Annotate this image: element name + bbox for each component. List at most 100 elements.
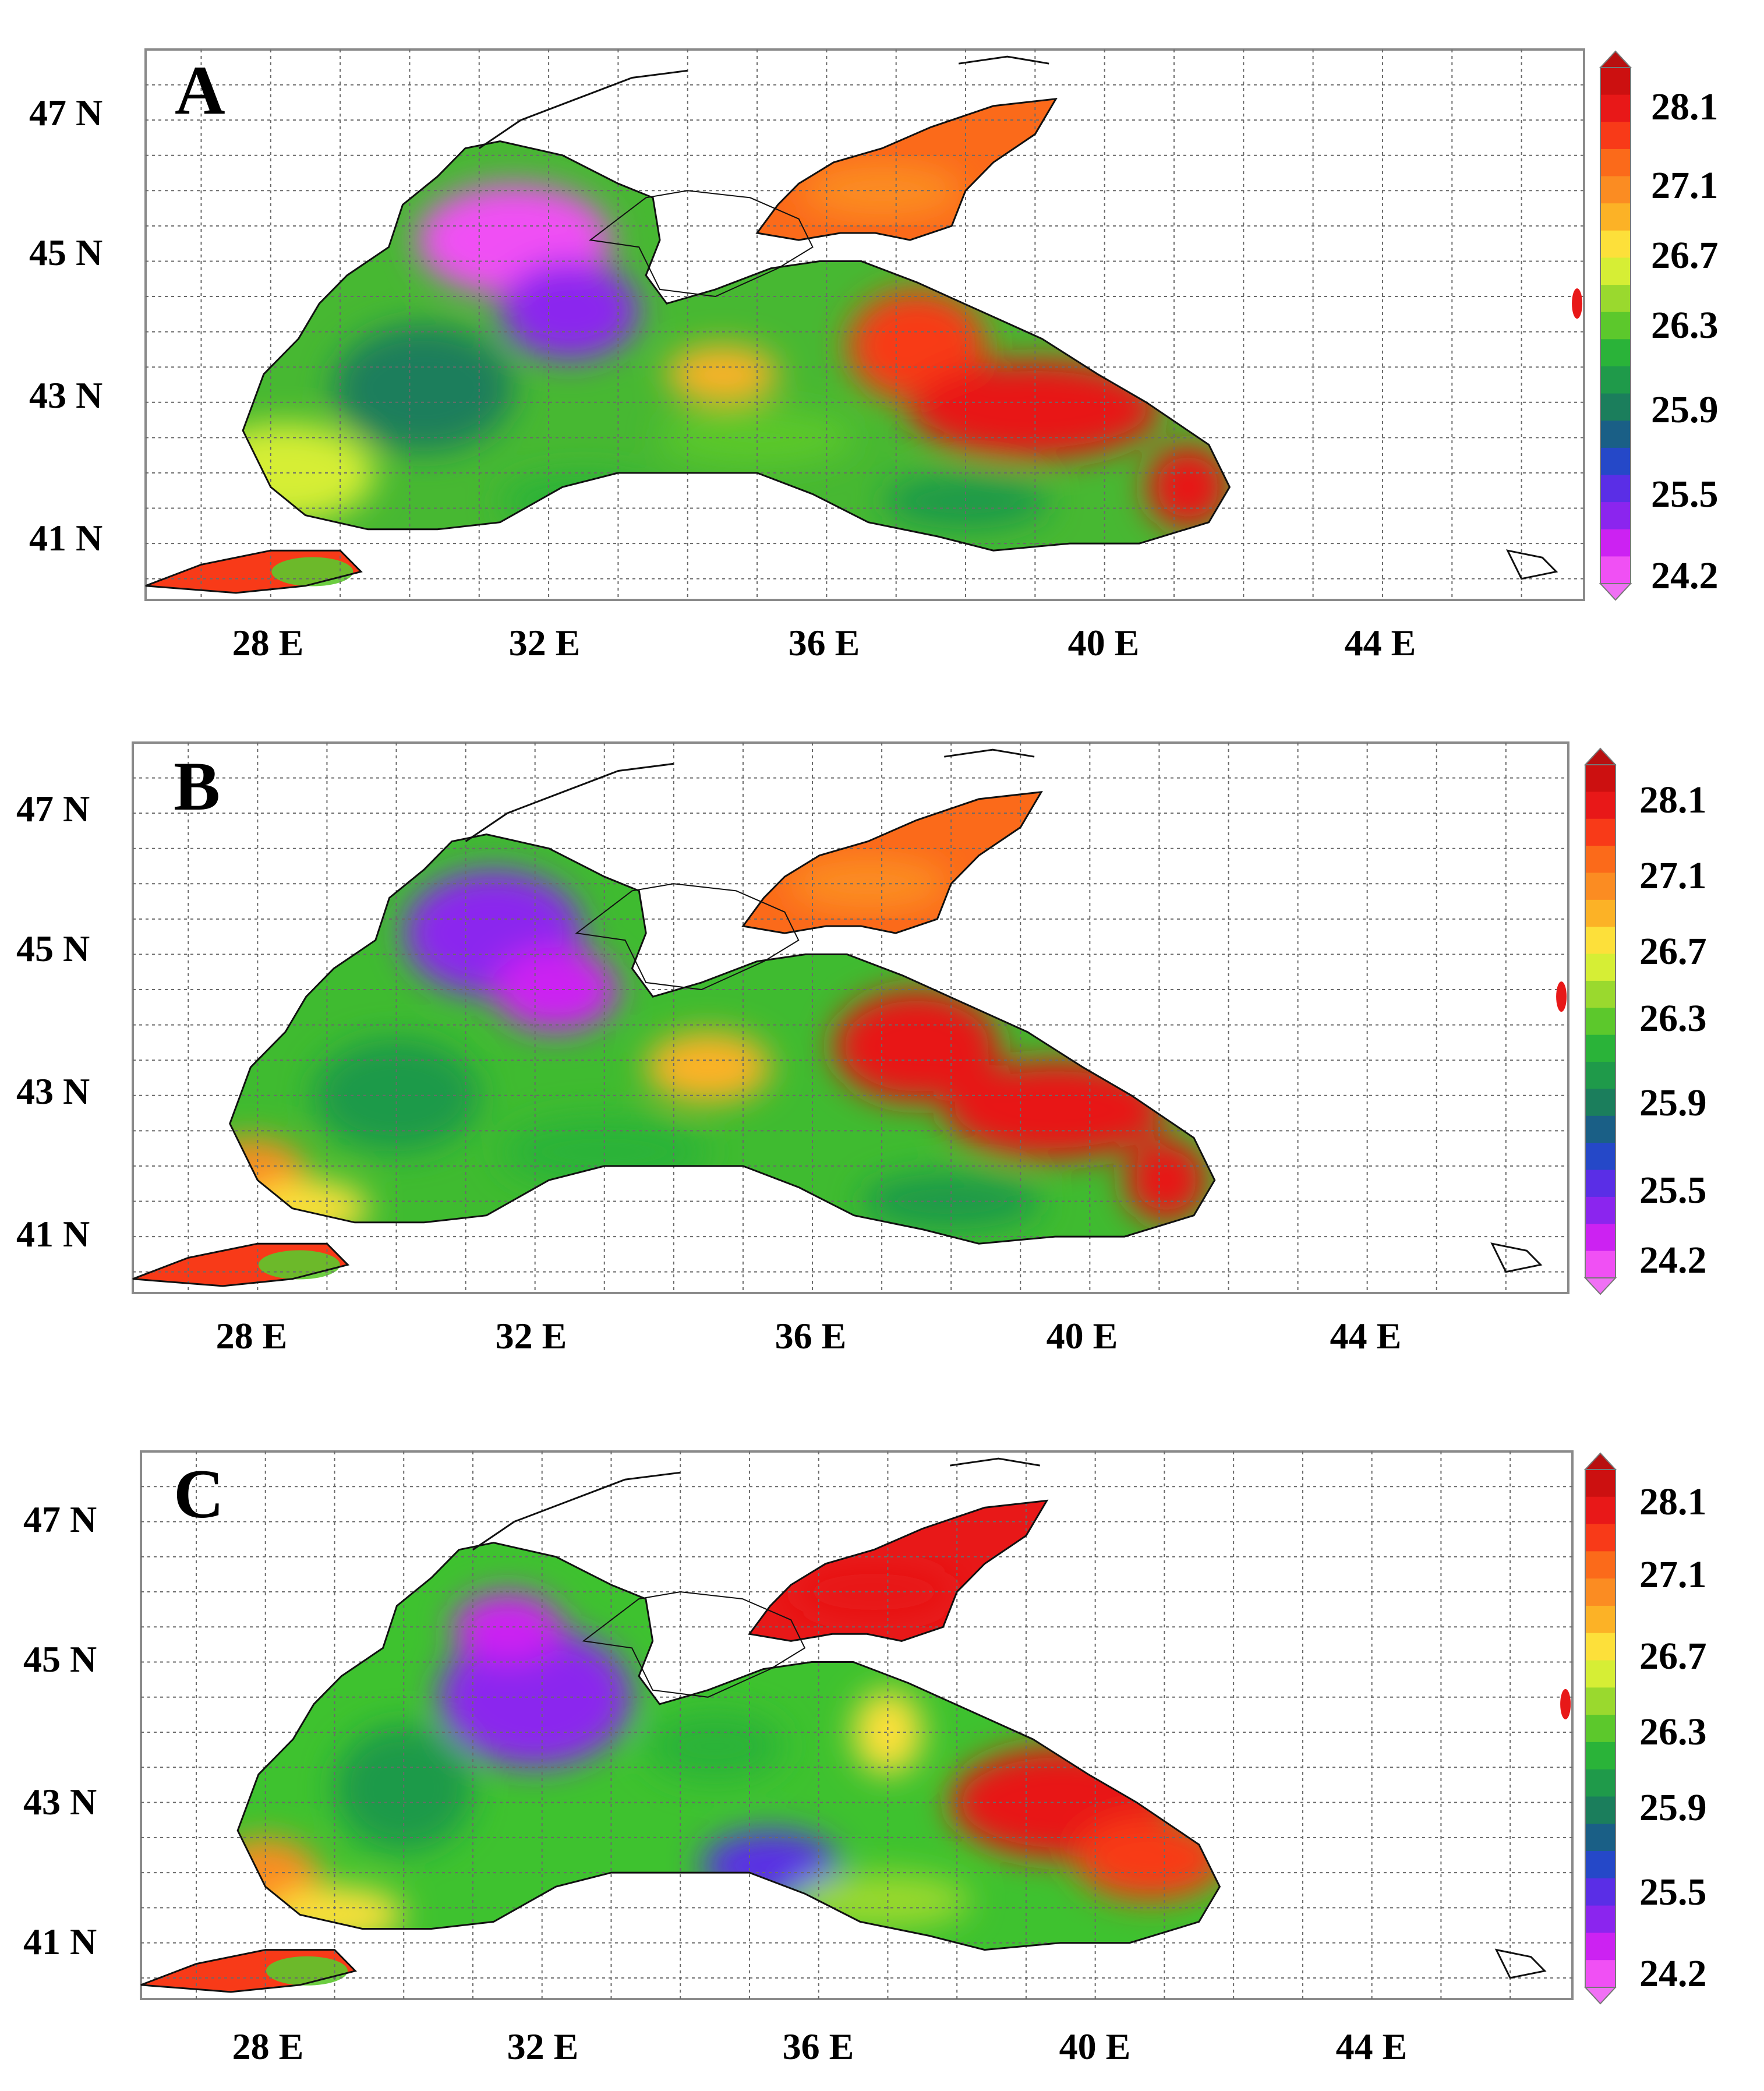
colorbar-label: 25.9 <box>1651 388 1719 431</box>
coastline-path <box>236 1542 1221 1951</box>
lon-tick-label: 28 E <box>232 2026 304 2067</box>
coastline-path <box>242 140 1231 552</box>
coastline <box>145 55 1583 594</box>
colorbar-label: 24.2 <box>1651 554 1719 597</box>
colorbar-segment <box>1585 1605 1615 1634</box>
panel-label: B <box>174 747 220 825</box>
lon-tick-label: 28 E <box>216 1315 288 1357</box>
lon-tick-labels: 28 E 32 E 36 E 40 E 44 E <box>232 622 1416 663</box>
colorbar-label: 27.1 <box>1651 164 1719 207</box>
lat-tick-label: 41 N <box>16 1213 90 1255</box>
lat-tick-label: 41 N <box>29 517 102 559</box>
temperature-zone <box>659 409 855 466</box>
colorbar-label: 25.5 <box>1639 1169 1707 1211</box>
caspian-edge-patch <box>1572 288 1583 319</box>
colorbar-label: 25.5 <box>1651 473 1719 515</box>
temperature-zone <box>1124 1138 1208 1223</box>
colorbar-labels: 28.1 27.1 26.7 26.3 25.9 25.5 24.2 <box>1639 779 1707 1281</box>
lat-tick-labels: 47 N 45 N 43 N 41 N <box>16 788 90 1255</box>
colorbar-under-arrow <box>1599 583 1632 601</box>
colorbar-segment <box>1585 1170 1615 1198</box>
coastline-path <box>741 790 1043 934</box>
lon-tick-label: 44 E <box>1345 622 1416 663</box>
colorbar-segment <box>1600 285 1631 313</box>
colorbar-segment <box>1585 1551 1615 1579</box>
colorbar-label: 26.7 <box>1639 930 1707 973</box>
colorbar-segment <box>1585 1769 1615 1797</box>
colorbar-segment <box>1585 1251 1615 1278</box>
colorbar-segment <box>1585 1933 1615 1961</box>
colorbar-segment <box>1585 1687 1615 1715</box>
colorbar-segment <box>1585 1008 1615 1036</box>
grid-lines <box>133 743 1568 1293</box>
colorbar-segment <box>1585 1824 1615 1852</box>
colorbar-label: 27.1 <box>1639 1553 1707 1596</box>
colorbar-label: 24.2 <box>1639 1239 1707 1281</box>
colorbar <box>1583 747 1617 1295</box>
panel-b: B 47 N 45 N 43 N 41 N 28 E 32 E 36 E 40 … <box>16 741 1707 1357</box>
grid-lines <box>146 50 1584 600</box>
colorbar-segment <box>1600 556 1631 584</box>
colorbar-segment <box>1585 1496 1615 1525</box>
colorbar-segment <box>1600 312 1631 340</box>
lon-tick-label: 40 E <box>1047 1315 1118 1357</box>
lon-tick-labels: 28 E 32 E 36 E 40 E 44 E <box>232 2026 1408 2067</box>
lon-tick-label: 28 E <box>232 622 304 663</box>
temperature-zone <box>646 1032 771 1103</box>
colorbar-segment <box>1585 873 1615 900</box>
temperature-zone <box>334 1725 473 1852</box>
lat-tick-label: 41 N <box>23 1921 97 1962</box>
temperature-zone <box>666 345 778 402</box>
colorbar-label: 25.9 <box>1639 1082 1707 1124</box>
temperature-zone <box>243 423 375 522</box>
lon-tick-label: 36 E <box>783 2026 854 2067</box>
temperature-zone <box>861 1173 1041 1230</box>
colorbar-label: 26.3 <box>1651 304 1719 347</box>
colorbar-segment <box>1600 339 1631 367</box>
colorbar-segment <box>1585 1660 1615 1688</box>
lon-tick-label: 44 E <box>1330 1315 1402 1357</box>
lon-tick-label: 40 E <box>1059 2026 1131 2067</box>
temperature-zone <box>500 261 639 361</box>
lon-tick-label: 32 E <box>509 622 581 663</box>
colorbar-segment <box>1600 475 1631 503</box>
caspian-edge-patch <box>1556 981 1567 1012</box>
coastline-path <box>755 97 1058 241</box>
colorbar-segment <box>1585 1960 1615 1988</box>
panel-a: A 47 N 45 N 43 N 41 N 28 E 32 E 36 E 40 … <box>29 48 1719 663</box>
colorbar-segment <box>1585 927 1615 955</box>
colorbar-segment <box>1585 1089 1615 1117</box>
caspian-edge-patch <box>1560 1689 1571 1719</box>
colorbar-label: 28.1 <box>1639 1481 1707 1523</box>
lat-tick-label: 47 N <box>16 788 90 829</box>
colorbar-segment <box>1600 68 1631 96</box>
panel-label: C <box>174 1455 224 1532</box>
coastline-path <box>229 833 1216 1245</box>
colorbar-segment <box>1600 393 1631 421</box>
colorbar-label: 28.1 <box>1639 779 1707 821</box>
colorbar-segment <box>1600 149 1631 177</box>
lon-tick-label: 32 E <box>496 1315 567 1357</box>
colorbar-segment <box>1585 1742 1615 1770</box>
coastline-path <box>748 1499 1049 1642</box>
colorbar-segment <box>1585 1796 1615 1824</box>
colorbar-segment <box>1585 1034 1615 1062</box>
colorbar-label: 27.1 <box>1639 854 1707 897</box>
colorbar-segment <box>1585 1143 1615 1171</box>
colorbar-segment <box>1585 1470 1615 1497</box>
colorbar-label: 26.7 <box>1651 234 1719 277</box>
colorbar <box>1583 1452 1617 2005</box>
sst-field <box>133 792 1215 1286</box>
lat-tick-label: 47 N <box>29 92 102 133</box>
lat-tick-label: 45 N <box>23 1638 97 1680</box>
colorbar-under-arrow <box>1583 1987 1617 2005</box>
colorbar-segment <box>1585 1905 1615 1933</box>
sst-field <box>146 98 1230 593</box>
colorbar-under-arrow <box>1583 1277 1617 1295</box>
colorbar-label: 25.9 <box>1639 1786 1707 1829</box>
lat-tick-label: 43 N <box>16 1071 90 1112</box>
colorbar-segment <box>1585 953 1615 981</box>
colorbar-labels: 28.1 27.1 26.7 26.3 25.9 25.5 24.2 <box>1639 1481 1707 1995</box>
lon-tick-labels: 28 E 32 E 36 E 40 E 44 E <box>216 1315 1402 1357</box>
